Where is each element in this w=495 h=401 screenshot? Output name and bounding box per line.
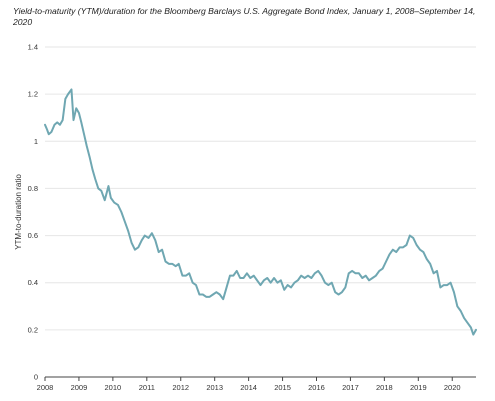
y-tick-label: 0.2 (28, 325, 38, 334)
x-tick-label: 2009 (71, 383, 88, 392)
gridlines (45, 46, 476, 331)
x-tick-label: 2010 (105, 383, 122, 392)
y-tick-labels: 0 0.2 0.4 0.6 0.8 1 1.2 1.4 (28, 43, 38, 382)
x-tick-label: 2013 (206, 383, 223, 392)
series-line (44, 88, 477, 336)
y-tick-label: 0.4 (28, 278, 38, 287)
x-tick-label: 2015 (274, 383, 291, 392)
x-tick-label: 2017 (342, 383, 359, 392)
axes (44, 376, 476, 381)
y-tick-label: 1 (34, 137, 38, 146)
y-tick-label: 0 (34, 373, 38, 382)
chart-title: Yield-to-maturity (YTM)/duration for the… (13, 6, 476, 27)
x-tick-label: 2012 (172, 383, 189, 392)
y-tick-label: 0.6 (28, 231, 38, 240)
x-tick-label: 2008 (37, 383, 54, 392)
x-tick-label: 2014 (240, 383, 257, 392)
x-tick-label: 2011 (139, 383, 155, 392)
x-tick-label: 2018 (376, 383, 393, 392)
y-tick-label: 1.4 (28, 43, 38, 52)
x-tick-label: 2020 (444, 383, 461, 392)
y-tick-label: 0.8 (28, 184, 38, 193)
x-tick-label: 2016 (308, 383, 325, 392)
y-tick-label: 1.2 (28, 90, 38, 99)
y-axis-label: YTM-to-duration ratio (14, 174, 23, 250)
x-tick-label: 2019 (410, 383, 427, 392)
x-tick-labels: 2008 2009 2010 2011 2012 2013 2014 2015 2016 2017… (37, 383, 461, 392)
